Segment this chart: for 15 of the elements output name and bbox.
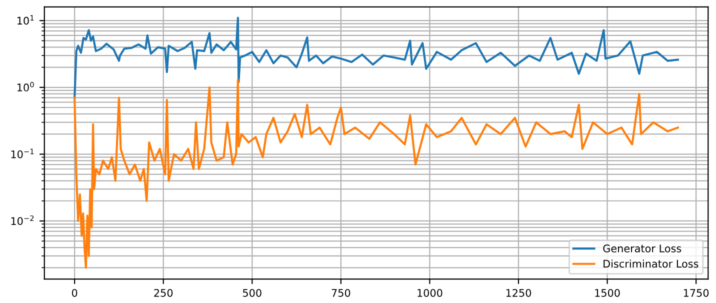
x-tick-label: 1000 — [418, 288, 442, 297]
y-tick-label: 10$^{−1}$ — [11, 148, 34, 158]
y-tick-label: 10$^{1}$ — [17, 15, 34, 25]
legend-label: Discriminator Loss — [604, 260, 698, 268]
x-tick-label: 250 — [154, 288, 173, 297]
x-tick-label: 0 — [72, 288, 78, 297]
x-tick-label: 1500 — [595, 288, 620, 297]
x-tick-label: 1250 — [506, 288, 532, 297]
x-tick-label: 1750 — [684, 288, 709, 297]
legend-label: Generator Loss — [603, 244, 682, 252]
x-tick-label: 500 — [243, 288, 262, 297]
y-tick-label: 10$^{0}$ — [17, 82, 34, 92]
y-tick-label: 10$^{−2}$ — [11, 215, 34, 226]
line-series — [74, 16, 679, 99]
x-tick-label: 750 — [332, 288, 350, 297]
